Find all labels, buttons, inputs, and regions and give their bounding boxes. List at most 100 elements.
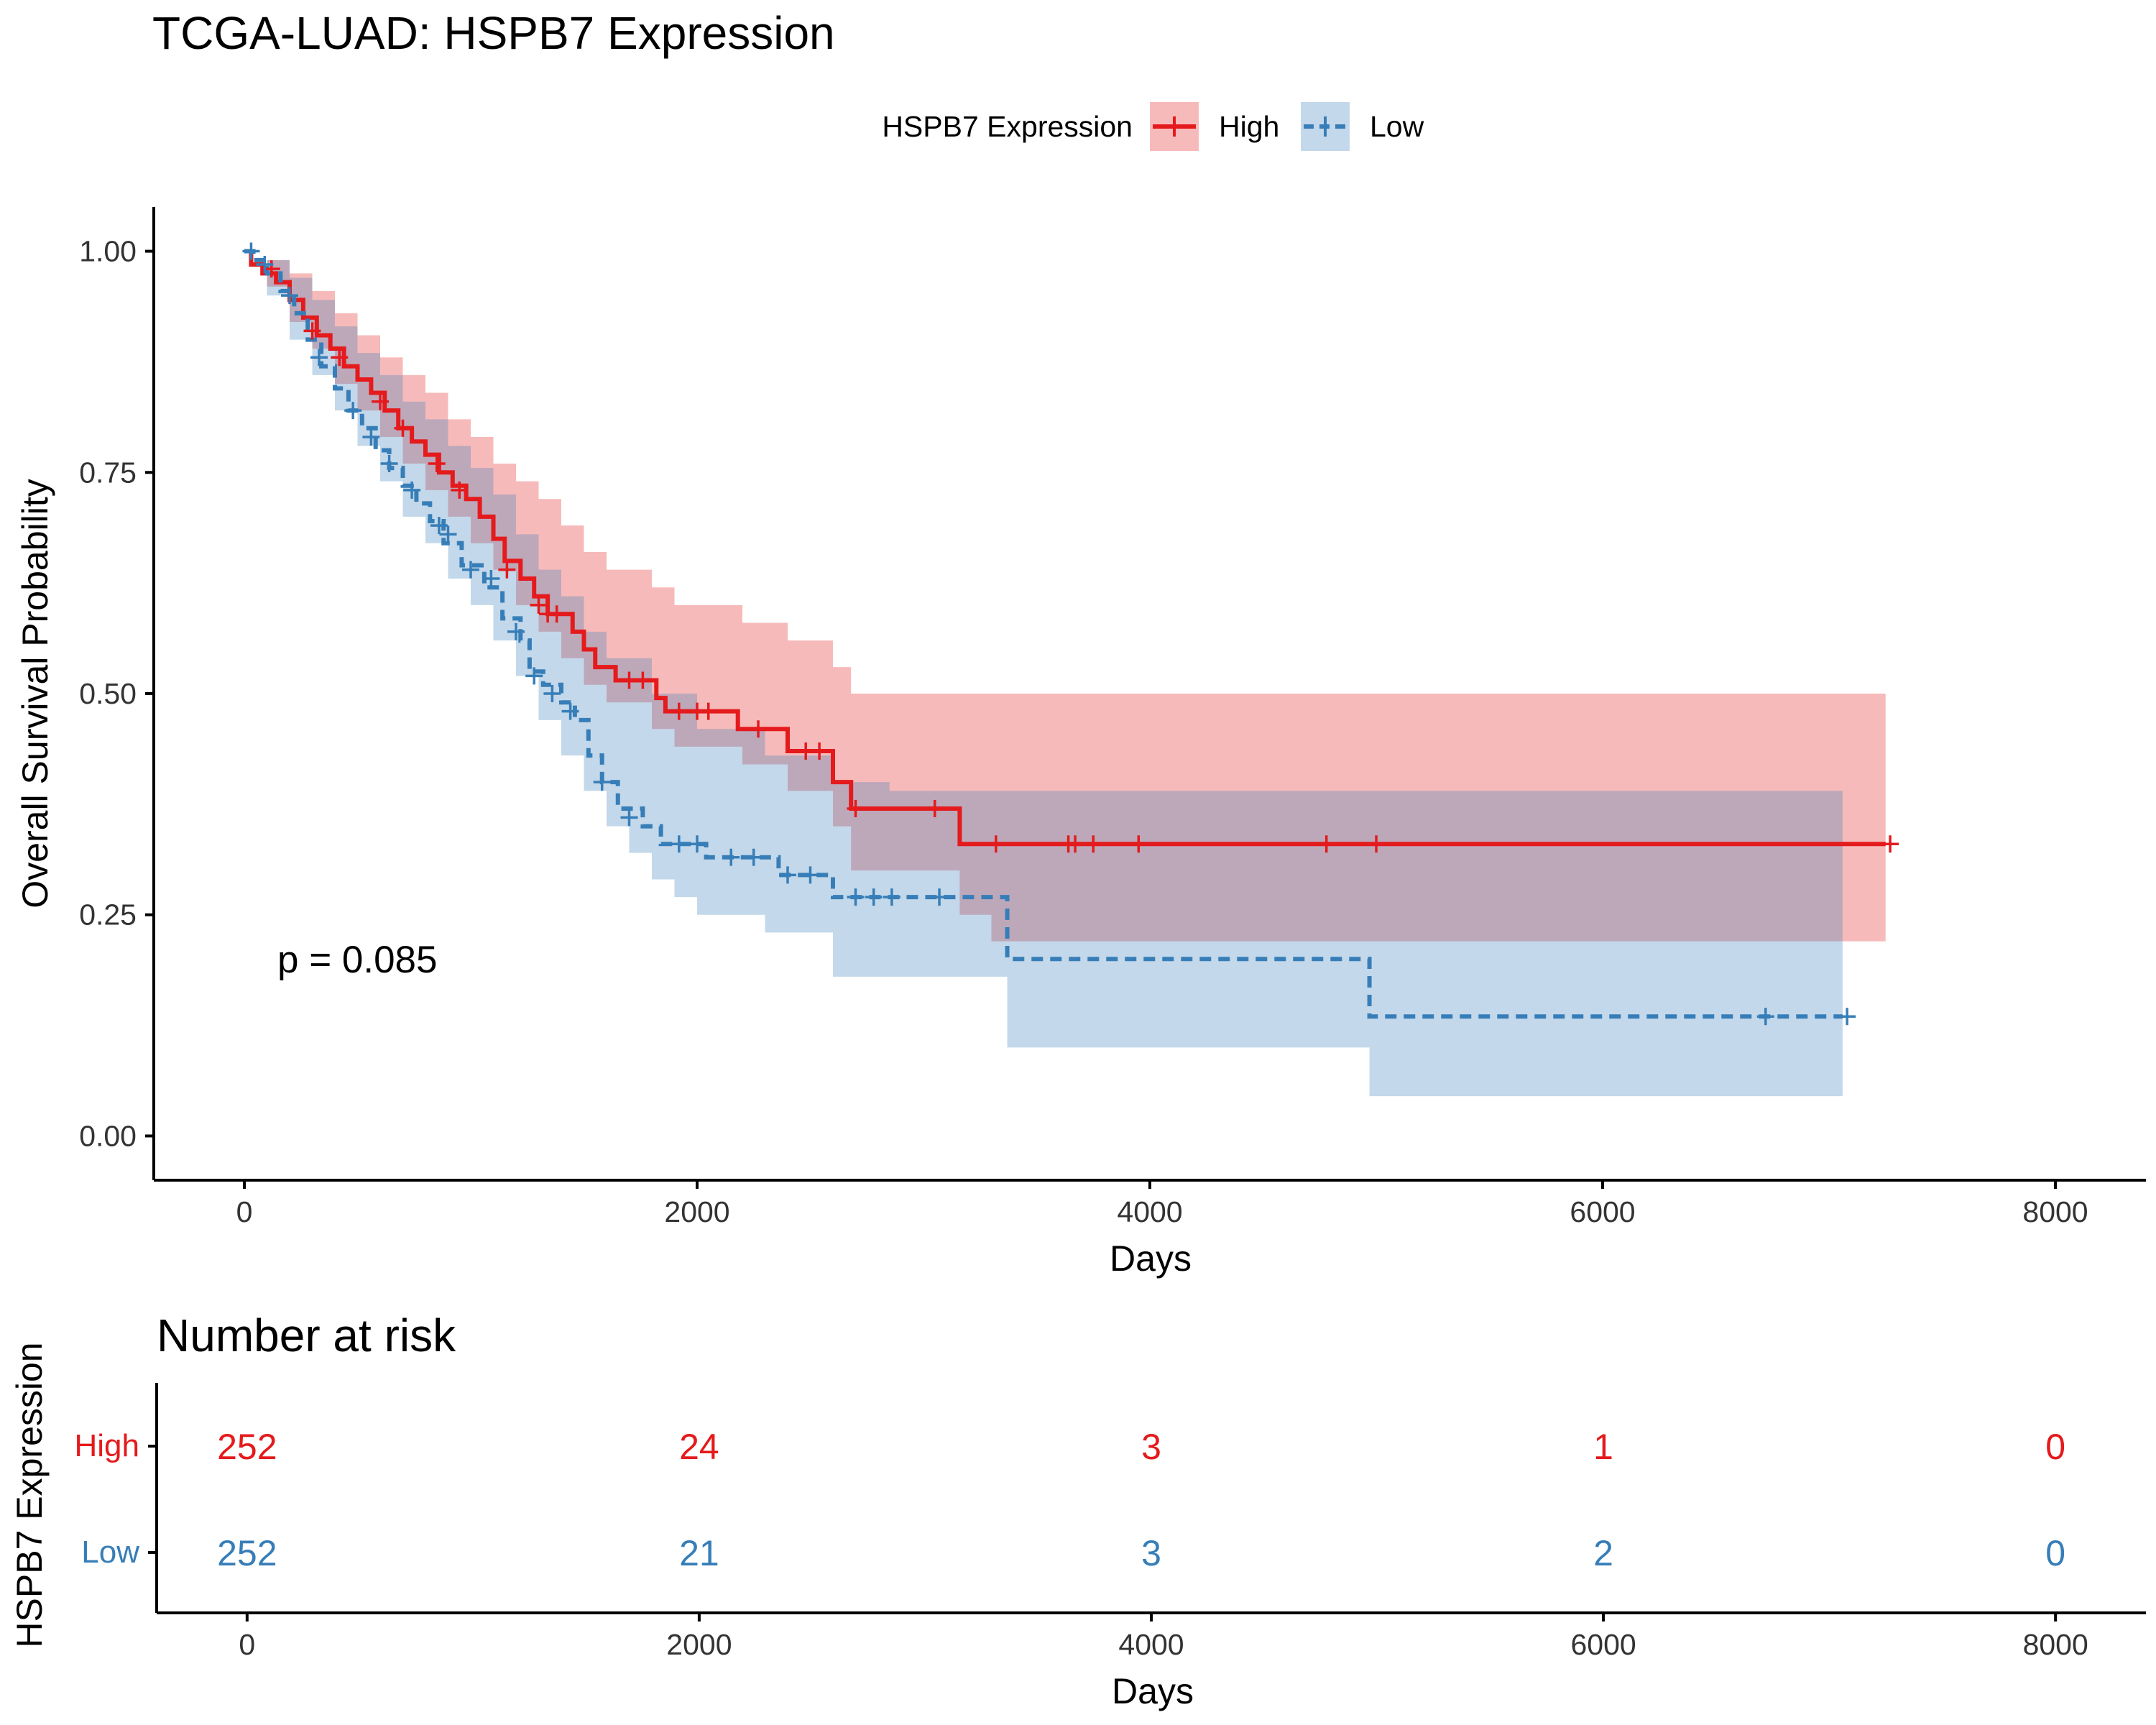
censor-mark-low (688, 835, 706, 853)
legend-label-high: High (1219, 110, 1279, 143)
y-tick-label: 1.00 (79, 235, 137, 268)
censor-mark-low (344, 402, 362, 420)
censor-mark-high (428, 454, 446, 472)
x-tick-label: 4000 (1117, 1195, 1182, 1228)
legend-item-low: Low (1301, 102, 1424, 151)
censor-mark-low (670, 835, 688, 853)
x-tick-label: 6000 (1570, 1195, 1635, 1228)
censor-mark-low (507, 622, 525, 640)
censor-mark-low (525, 667, 543, 685)
censor-mark-low (883, 888, 900, 906)
censor-mark-high (634, 671, 652, 689)
censor-mark-high (530, 596, 548, 614)
censor-mark-high (1067, 835, 1084, 853)
risk-count-low: 3 (1141, 1533, 1161, 1573)
risk-x-tick-label: 0 (239, 1628, 255, 1661)
confidence-band-low (244, 251, 1843, 1097)
risk-table-y-label: HSPB7 Expression (9, 1342, 50, 1647)
risk-table-x-ticks: 0 2000 4000 6000 8000 (239, 1613, 2088, 1661)
censor-mark-high (1084, 835, 1102, 853)
censor-mark-low (380, 454, 398, 472)
censor-mark-low (722, 848, 740, 866)
risk-x-tick-label: 6000 (1570, 1628, 1636, 1661)
censor-mark-high (331, 349, 349, 367)
censor-mark-high (498, 561, 516, 579)
censor-mark-low (745, 848, 763, 866)
risk-count-high: 0 (2045, 1427, 2065, 1467)
risk-row-label-high: High (75, 1428, 140, 1463)
censor-mark-low (430, 517, 448, 535)
survival-curves (244, 249, 1886, 1019)
risk-count-high: 3 (1141, 1427, 1161, 1467)
censor-mark-high (372, 392, 389, 410)
censor-mark-low (362, 428, 380, 446)
censor-mark-low (779, 866, 796, 884)
survival-curve-high (244, 249, 1886, 847)
censor-mark-high (1130, 835, 1148, 853)
risk-count-low: 2 (1593, 1533, 1613, 1573)
risk-table: Number at risk High 252 24 3 1 0 Low 252 21 3 2 0 0… (9, 1310, 2146, 1711)
censor-mark-high (750, 720, 768, 738)
y-tick-label: 0.50 (79, 677, 137, 710)
survival-plot: 0.00 0.25 0.50 0.75 1.00 0 2000 4000 6000 8000 D… (15, 207, 2146, 1279)
censor-mark-low (242, 242, 260, 260)
censor-mark-high (987, 835, 1005, 853)
risk-count-low: 252 (217, 1533, 277, 1573)
censor-mark-low (310, 349, 328, 367)
censor-mark-high (811, 742, 829, 760)
risk-x-tick-label: 8000 (2023, 1628, 2088, 1661)
risk-x-tick-label: 2000 (666, 1628, 732, 1661)
censor-mark-low (439, 525, 457, 543)
censor-mark-high (699, 702, 717, 720)
confidence-bands (244, 251, 1886, 1097)
censor-mark-low (543, 685, 561, 702)
p-value-annotation: p = 0.085 (277, 939, 438, 981)
risk-table-x-label: Days (1112, 1671, 1194, 1711)
censor-mark-low (801, 866, 819, 884)
x-tick-label: 2000 (664, 1195, 729, 1228)
risk-count-high: 1 (1593, 1427, 1613, 1467)
censor-mark-low (256, 256, 274, 274)
y-tick-label: 0.00 (79, 1119, 137, 1152)
x-tick-label: 8000 (2022, 1195, 2088, 1228)
censor-mark-low (847, 888, 865, 906)
censor-mark-high (926, 800, 944, 818)
risk-x-tick-label: 4000 (1118, 1628, 1184, 1661)
censor-mark-high (1881, 835, 1899, 853)
censor-mark-low (281, 287, 298, 305)
y-tick-label: 0.75 (79, 456, 137, 489)
censor-mark-low (620, 809, 638, 827)
censor-mark-high (303, 322, 321, 340)
risk-rows: High 252 24 3 1 0 Low 252 21 3 2 0 (75, 1427, 2066, 1573)
censor-mark-low (931, 888, 949, 906)
censor-mark-high (847, 800, 865, 818)
censor-mark-high (670, 702, 688, 720)
censor-mark-low (561, 702, 579, 720)
censor-mark-high (1368, 835, 1385, 853)
censor-mark-low (593, 773, 611, 791)
legend: HSPB7 Expression High Low (882, 102, 1424, 151)
censor-mark-low (1838, 1008, 1856, 1026)
censor-mark-high (394, 419, 412, 437)
censor-mark-high (451, 481, 469, 499)
censor-mark-low (403, 481, 421, 499)
risk-count-low: 21 (679, 1533, 719, 1573)
legend-label-low: Low (1370, 110, 1424, 143)
censor-mark-low (1756, 1008, 1774, 1026)
x-axis-ticks: 0 2000 4000 6000 8000 (236, 1180, 2088, 1228)
censor-marks (242, 242, 1899, 1026)
x-tick-label: 0 (236, 1195, 253, 1228)
censor-mark-low (865, 888, 883, 906)
confidence-band-high (244, 251, 1886, 942)
risk-table-title: Number at risk (157, 1310, 456, 1361)
chart-title: TCGA-LUAD: HSPB7 Expression (152, 7, 835, 59)
legend-item-high: High (1150, 102, 1279, 151)
survival-curve-low (244, 249, 1843, 1019)
risk-count-high: 24 (679, 1427, 719, 1467)
legend-title: HSPB7 Expression (882, 110, 1133, 143)
censor-mark-low (482, 569, 500, 587)
y-axis-label: Overall Survival Probability (15, 479, 55, 908)
y-axis-ticks: 0.00 0.25 0.50 0.75 1.00 (79, 235, 154, 1152)
censor-mark-high (1317, 835, 1335, 853)
